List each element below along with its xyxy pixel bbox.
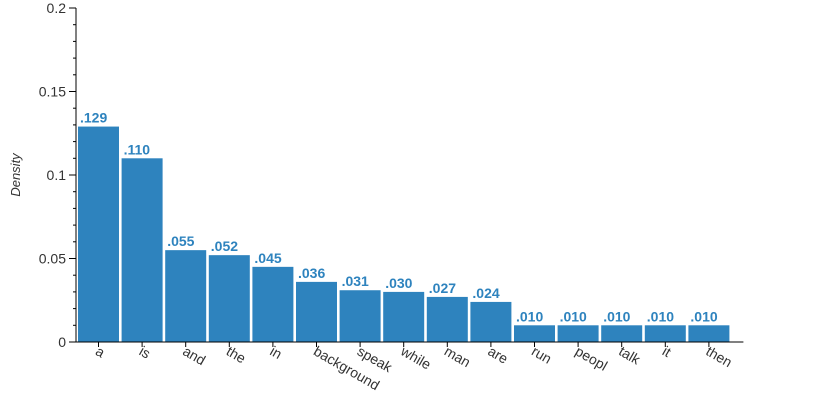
bar — [339, 290, 381, 342]
bar — [557, 325, 599, 342]
bar-data-label: .052 — [211, 238, 238, 254]
bar — [644, 325, 686, 342]
bar-series — [78, 126, 730, 342]
bar-data-label: .024 — [472, 285, 499, 301]
bar-data-label: .030 — [385, 275, 412, 291]
bar — [383, 291, 425, 342]
x-tick-label: and — [180, 343, 208, 369]
x-tick-label: talk — [616, 343, 644, 368]
bar — [514, 325, 555, 342]
x-tick-label: it — [660, 343, 674, 360]
y-axis: 0 0.05 0.1 0.15 0.2 — [39, 0, 77, 350]
x-tick-label: run — [529, 343, 555, 367]
bar-data-label: .031 — [342, 273, 369, 289]
bar-data-label: .045 — [254, 250, 281, 266]
bar — [296, 281, 337, 342]
y-tick-label: 0.15 — [39, 84, 66, 100]
y-tick-label: 0.2 — [47, 0, 67, 16]
bar-data-label: .010 — [516, 308, 543, 324]
bar — [165, 250, 207, 342]
bar — [601, 325, 643, 342]
x-tick-label: is — [137, 343, 154, 362]
x-tick-label: while — [397, 342, 434, 372]
bar-data-label: .010 — [603, 308, 630, 324]
x-tick-label: then — [703, 343, 735, 370]
bar — [426, 296, 468, 342]
x-tick-label: man — [442, 343, 474, 370]
bar — [252, 266, 294, 342]
x-tick-label: are — [485, 343, 511, 367]
x-tick-label: peopl — [573, 343, 611, 374]
bar — [208, 255, 250, 342]
y-tick-label: 0 — [58, 334, 66, 350]
bar-data-label: .036 — [298, 265, 325, 281]
bar-data-label: .055 — [167, 233, 194, 249]
y-tick-label: 0.1 — [47, 167, 67, 183]
data-labels: .129 .110 .055 .052 .045 .036 .031 .030 .027 .024… — [80, 110, 718, 325]
x-tick-label: in — [267, 343, 284, 362]
x-tick-label: a — [93, 343, 108, 361]
bar — [688, 325, 730, 342]
y-tick-label: 0.05 — [39, 251, 66, 267]
bar — [78, 126, 119, 342]
x-tick-label: the — [224, 343, 249, 367]
bar — [121, 158, 163, 342]
bar-data-label: .110 — [124, 141, 151, 157]
bar-data-label: .010 — [560, 308, 587, 324]
bar — [470, 301, 512, 342]
bar-data-label: .010 — [647, 308, 674, 324]
bar-data-label: .027 — [429, 280, 456, 296]
y-axis-title: Density — [8, 152, 23, 197]
bar-data-label: .129 — [80, 110, 107, 126]
bar-data-label: .010 — [690, 308, 717, 324]
